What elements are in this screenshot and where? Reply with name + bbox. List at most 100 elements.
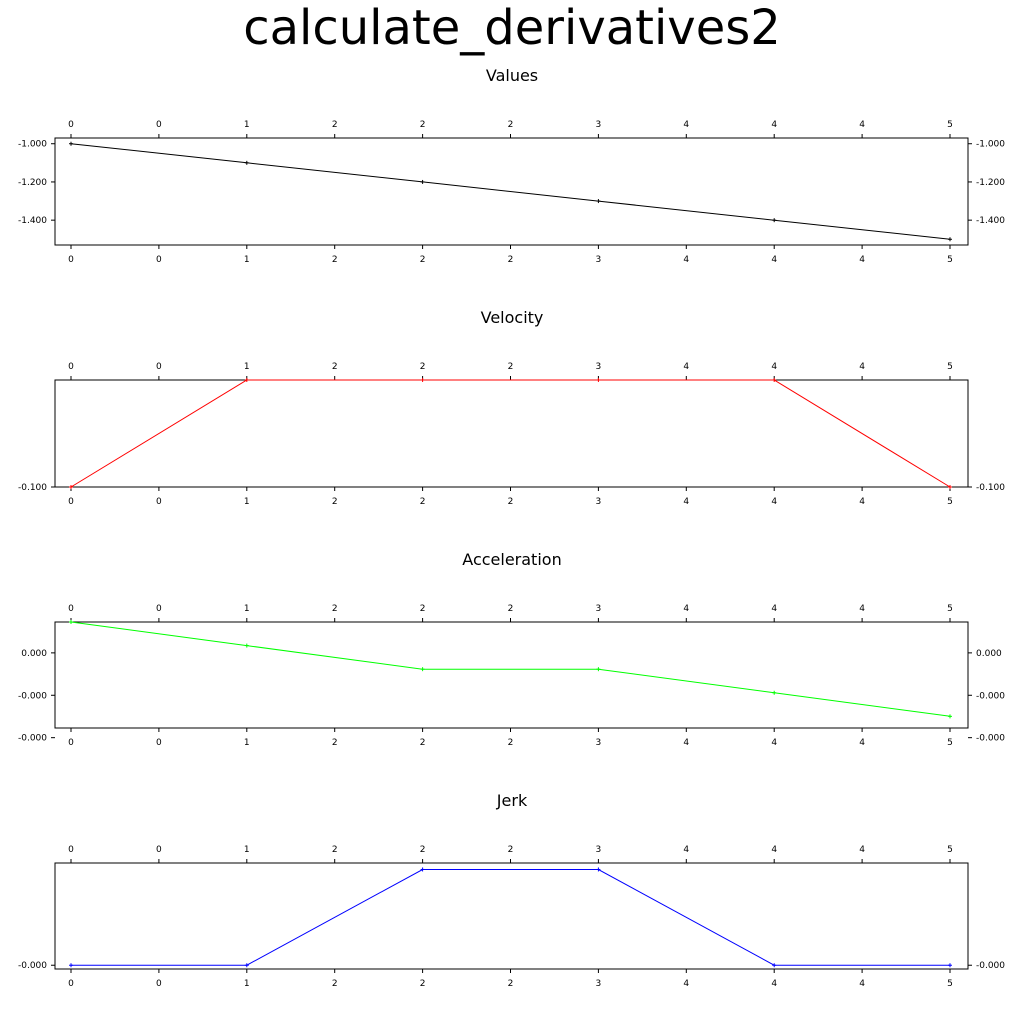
x-tick-label-top: 4 [683,845,689,855]
x-tick-label-bottom: 1 [244,979,250,989]
x-tick-label-top: 5 [947,845,953,855]
x-tick-label-top: 2 [420,120,426,130]
x-tick-label-bottom: 4 [859,497,865,507]
x-tick-label-top: 3 [596,120,602,130]
x-tick-label-top: 1 [244,845,250,855]
x-tick-label-top: 1 [244,362,250,372]
data-point [596,378,601,382]
x-tick-label-bottom: 2 [508,497,514,507]
x-tick-label-top: 2 [420,362,426,372]
x-tick-label-top: 3 [596,604,602,614]
x-tick-label-top: 0 [68,845,74,855]
x-tick-label-top: 2 [508,120,514,130]
x-tick-label-bottom: 4 [771,497,777,507]
x-tick-label-bottom: 2 [420,738,426,748]
x-tick-label-bottom: 4 [683,738,689,748]
data-point [420,378,425,382]
series-line [70,379,951,488]
plot-frame [54,137,969,246]
x-tick-label-bottom: 0 [156,255,162,265]
plot-frame [54,379,969,488]
data-point [596,867,601,872]
x-tick-label-top: 4 [683,604,689,614]
x-tick-label-bottom: 1 [244,738,250,748]
x-tick-label-bottom: 0 [156,497,162,507]
x-tick-label-bottom: 3 [596,979,602,989]
x-tick-label-top: 5 [947,604,953,614]
chart-title: Values [486,66,538,85]
x-tick-label-bottom: 0 [68,738,74,748]
series-line [70,621,951,717]
x-tick-label-top: 0 [156,362,162,372]
x-tick-label-top: 0 [68,362,74,372]
data-point [948,963,952,968]
plot-frame [54,621,969,729]
x-tick-label-top: 4 [683,120,689,130]
x-tick-label-bottom: 5 [947,979,953,989]
y-tick-label-right: -0.000 [976,691,1005,701]
x-tick-label-top: 5 [947,120,953,130]
x-tick-label-top: 2 [508,845,514,855]
x-tick-label-top: 2 [420,845,426,855]
x-tick-label-bottom: 4 [683,255,689,265]
x-tick-label-top: 0 [156,120,162,130]
x-tick-label-bottom: 2 [332,738,338,748]
x-tick-label-bottom: 3 [596,497,602,507]
x-tick-label-bottom: 4 [683,497,689,507]
data-point [244,378,249,382]
y-tick-label-left: -1.200 [18,178,47,188]
x-tick-label-bottom: 0 [68,255,74,265]
x-tick-label-top: 2 [508,362,514,372]
y-tick-label-left: -0.100 [18,483,47,493]
x-tick-label-top: 4 [771,120,777,130]
x-tick-label-bottom: 4 [859,255,865,265]
x-tick-label-top: 4 [859,362,865,372]
data-point [69,620,73,624]
x-tick-label-bottom: 2 [508,255,514,265]
data-point [244,160,249,165]
x-tick-label-top: 4 [771,845,777,855]
chart-title: Velocity [481,308,544,327]
x-tick-label-top: 4 [683,362,689,372]
x-tick-label-top: 4 [771,362,777,372]
x-tick-label-top: 2 [332,362,338,372]
y-tick-label-left: -1.000 [18,140,47,150]
page-title: calculate_derivatives2 [243,0,781,56]
x-tick-label-bottom: 2 [332,255,338,265]
y-tick-label-left: 0.000 [21,649,47,659]
x-tick-label-top: 0 [68,604,74,614]
data-point [772,218,777,223]
data-point [69,963,73,968]
plot-frame [54,862,969,970]
x-tick-label-bottom: 1 [244,497,250,507]
y-tick-label-left: -0.000 [18,961,47,971]
x-tick-label-top: 3 [596,362,602,372]
x-tick-label-top: 4 [859,120,865,130]
data-point [420,867,425,872]
data-point [244,963,249,968]
series-line [71,869,950,966]
x-tick-label-bottom: 2 [332,979,338,989]
x-tick-label-bottom: 4 [683,979,689,989]
x-tick-label-bottom: 4 [771,738,777,748]
x-tick-label-top: 4 [771,604,777,614]
x-tick-label-bottom: 2 [508,979,514,989]
x-tick-label-top: 0 [68,120,74,130]
y-tick-label-left: -0.000 [18,734,47,744]
data-point [772,378,777,382]
x-tick-label-bottom: 0 [156,738,162,748]
x-tick-label-top: 2 [332,604,338,614]
data-point [772,963,777,968]
data-point [948,237,952,242]
x-tick-label-top: 0 [156,845,162,855]
chart-panel-velocity: Velocity 0 0 0 0 1 1 2 2 2 2 2 2 3 3 4 4 4 4 4 4 5 5 -0.100 -0.1… [18,308,1005,507]
x-tick-label-top: 1 [244,604,250,614]
chart-panel-values: Values 0 0 0 0 1 1 2 2 2 2 2 2 3 3 4 4 4 4 4 4 5 5 -1.000 -1.000… [18,66,1005,265]
x-tick-label-bottom: 0 [68,979,74,989]
x-tick-label-bottom: 0 [68,497,74,507]
data-point [596,199,601,204]
y-tick-label-right: -1.400 [976,216,1005,226]
x-tick-label-bottom: 1 [244,255,250,265]
data-point [69,141,73,146]
